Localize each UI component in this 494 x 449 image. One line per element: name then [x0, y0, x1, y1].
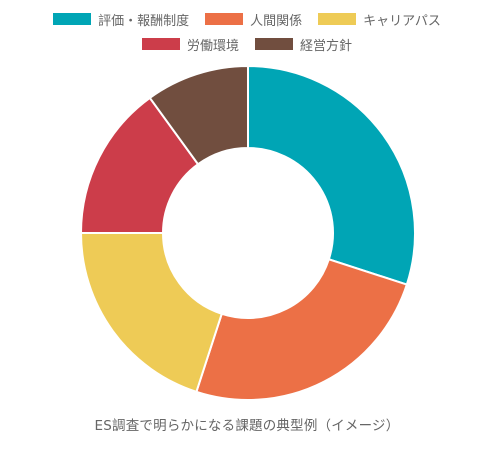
legend-label-relationships: 人間関係: [250, 13, 303, 29]
legend-label-evaluation: 評価・報酬制度: [98, 13, 190, 29]
legend-item-work-environment[interactable]: 労働環境: [141, 35, 239, 54]
legend-swatch-management-policy: [255, 38, 293, 50]
legend-swatch-work-environment: [141, 38, 180, 50]
legend-label-career: キャリアパス: [363, 13, 441, 29]
legend-item-career[interactable]: キャリアパス: [318, 10, 441, 29]
legend-label-management-policy: 経営方針: [300, 38, 353, 54]
chart-legend: 評価・報酬制度 人間関係 キャリアパス 労働環境 経営方針: [0, 8, 494, 58]
chart-caption: ES調査で明らかになる課題の典型例（イメージ）: [94, 418, 400, 434]
legend-item-relationships[interactable]: 人間関係: [205, 10, 302, 29]
donut-slice-career[interactable]: [79, 232, 223, 394]
legend-row-1: 評価・報酬制度 人間関係 キャリアパス: [0, 8, 494, 30]
donut-slice-relationships[interactable]: [195, 258, 409, 401]
legend-swatch-relationships: [205, 13, 244, 25]
legend-swatch-evaluation: [53, 13, 92, 25]
legend-swatch-career: [318, 13, 357, 25]
donut-slice-management-policy[interactable]: [148, 64, 249, 166]
legend-item-evaluation[interactable]: 評価・報酬制度: [53, 10, 189, 29]
legend-row-2: 労働環境 経営方針: [0, 33, 494, 55]
legend-item-management-policy[interactable]: 経営方針: [255, 35, 352, 54]
legend-label-work-environment: 労働環境: [186, 38, 239, 54]
donut-slice-evaluation[interactable]: [247, 64, 416, 286]
